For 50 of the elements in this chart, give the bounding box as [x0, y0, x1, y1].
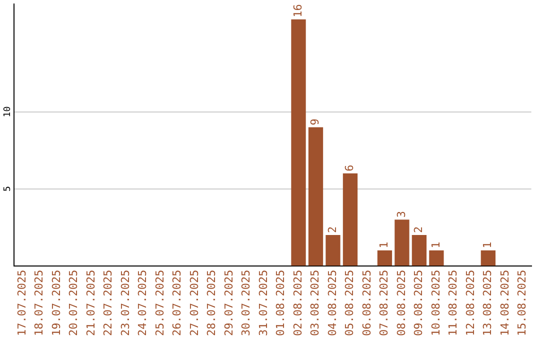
data-label: 9: [308, 118, 322, 126]
x-tick-label: 28.07.2025: [205, 270, 218, 336]
y-tick-label: 5: [2, 186, 13, 192]
bar: [412, 234, 427, 266]
data-label: 1: [481, 242, 494, 248]
x-tick-label: 05.08.2025: [343, 270, 356, 336]
data-label: 3: [394, 210, 408, 218]
data-label: 6: [343, 164, 356, 172]
x-tick-label: 03.08.2025: [308, 270, 322, 336]
x-tick-label: 15.08.2025: [516, 270, 529, 336]
bar: [480, 250, 496, 266]
x-tick-label: 06.08.2025: [360, 270, 374, 336]
x-tick-label: 30.07.2025: [240, 270, 253, 336]
data-label: 2: [326, 226, 339, 233]
x-tick-label: 31.07.2025: [256, 270, 270, 336]
x-tick-label: 18.07.2025: [32, 270, 46, 336]
x-tick-label: 08.08.2025: [394, 270, 408, 336]
x-tick-label: 09.08.2025: [412, 270, 426, 336]
x-tick-label: 29.07.2025: [222, 270, 236, 336]
x-tick-label: 23.07.2025: [118, 270, 132, 336]
bar: [342, 173, 358, 266]
x-tick-label: 26.07.2025: [170, 270, 184, 336]
x-tick-label: 01.08.2025: [274, 270, 288, 336]
x-tick-label: 21.07.2025: [84, 270, 98, 336]
x-tick-label: 13.08.2025: [481, 270, 494, 336]
x-tick-label: 10.08.2025: [429, 270, 442, 336]
x-tick-label: 24.07.2025: [136, 270, 150, 336]
bar: [326, 234, 340, 266]
bar: [291, 19, 306, 266]
x-tick-label: 02.08.2025: [291, 270, 304, 336]
y-tick-label: 10: [2, 106, 13, 118]
x-tick-label: 20.07.2025: [67, 270, 80, 336]
bar: [394, 220, 410, 266]
x-tick-label: 17.07.2025: [15, 270, 28, 336]
x-tick-label: 19.07.2025: [50, 270, 63, 336]
bar: [308, 127, 324, 266]
x-tick-label: 07.08.2025: [378, 270, 391, 336]
data-label: 16: [291, 4, 304, 18]
x-tick-label: 27.07.2025: [188, 270, 201, 336]
x-tick-label: 11.08.2025: [446, 270, 460, 336]
x-tick-label: 04.08.2025: [326, 270, 339, 336]
data-label: 1: [378, 242, 391, 248]
data-label: 2: [412, 226, 426, 233]
x-tick-label: 14.08.2025: [498, 270, 512, 336]
x-tick-label: 12.08.2025: [464, 270, 477, 336]
bar: [377, 250, 392, 266]
data-label: 1: [429, 242, 442, 248]
x-tick-label: 25.07.2025: [153, 270, 166, 336]
x-tick-label: 22.07.2025: [102, 270, 115, 336]
bar: [429, 250, 444, 266]
